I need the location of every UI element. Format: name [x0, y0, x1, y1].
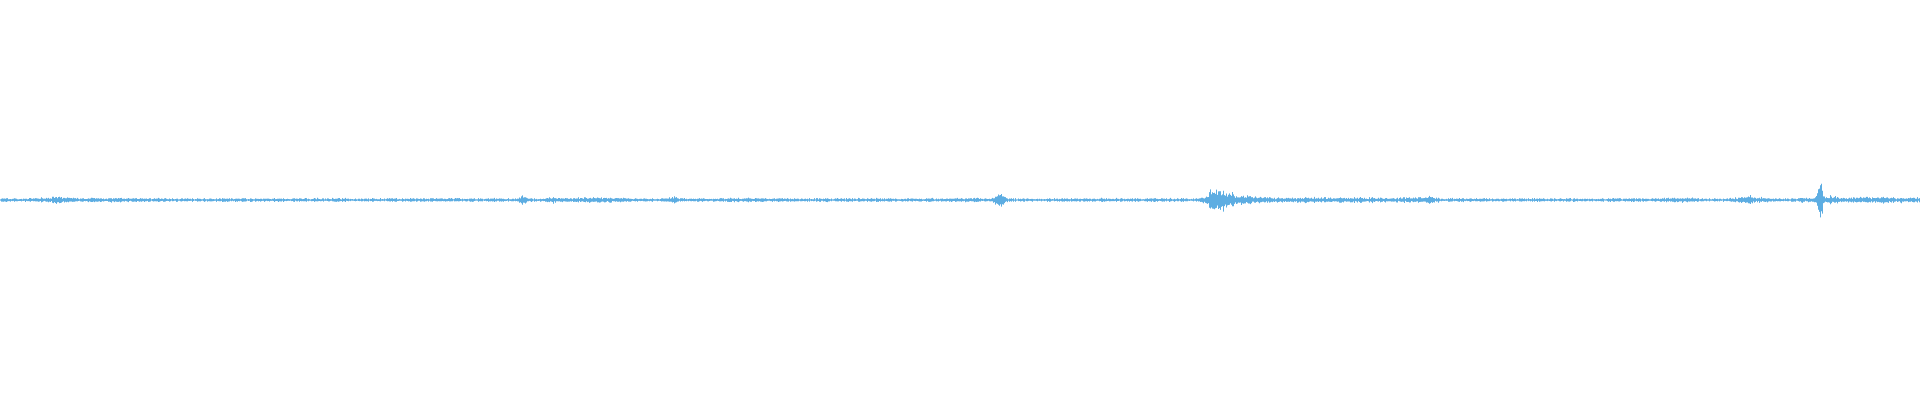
waveform-trace — [0, 183, 1920, 218]
